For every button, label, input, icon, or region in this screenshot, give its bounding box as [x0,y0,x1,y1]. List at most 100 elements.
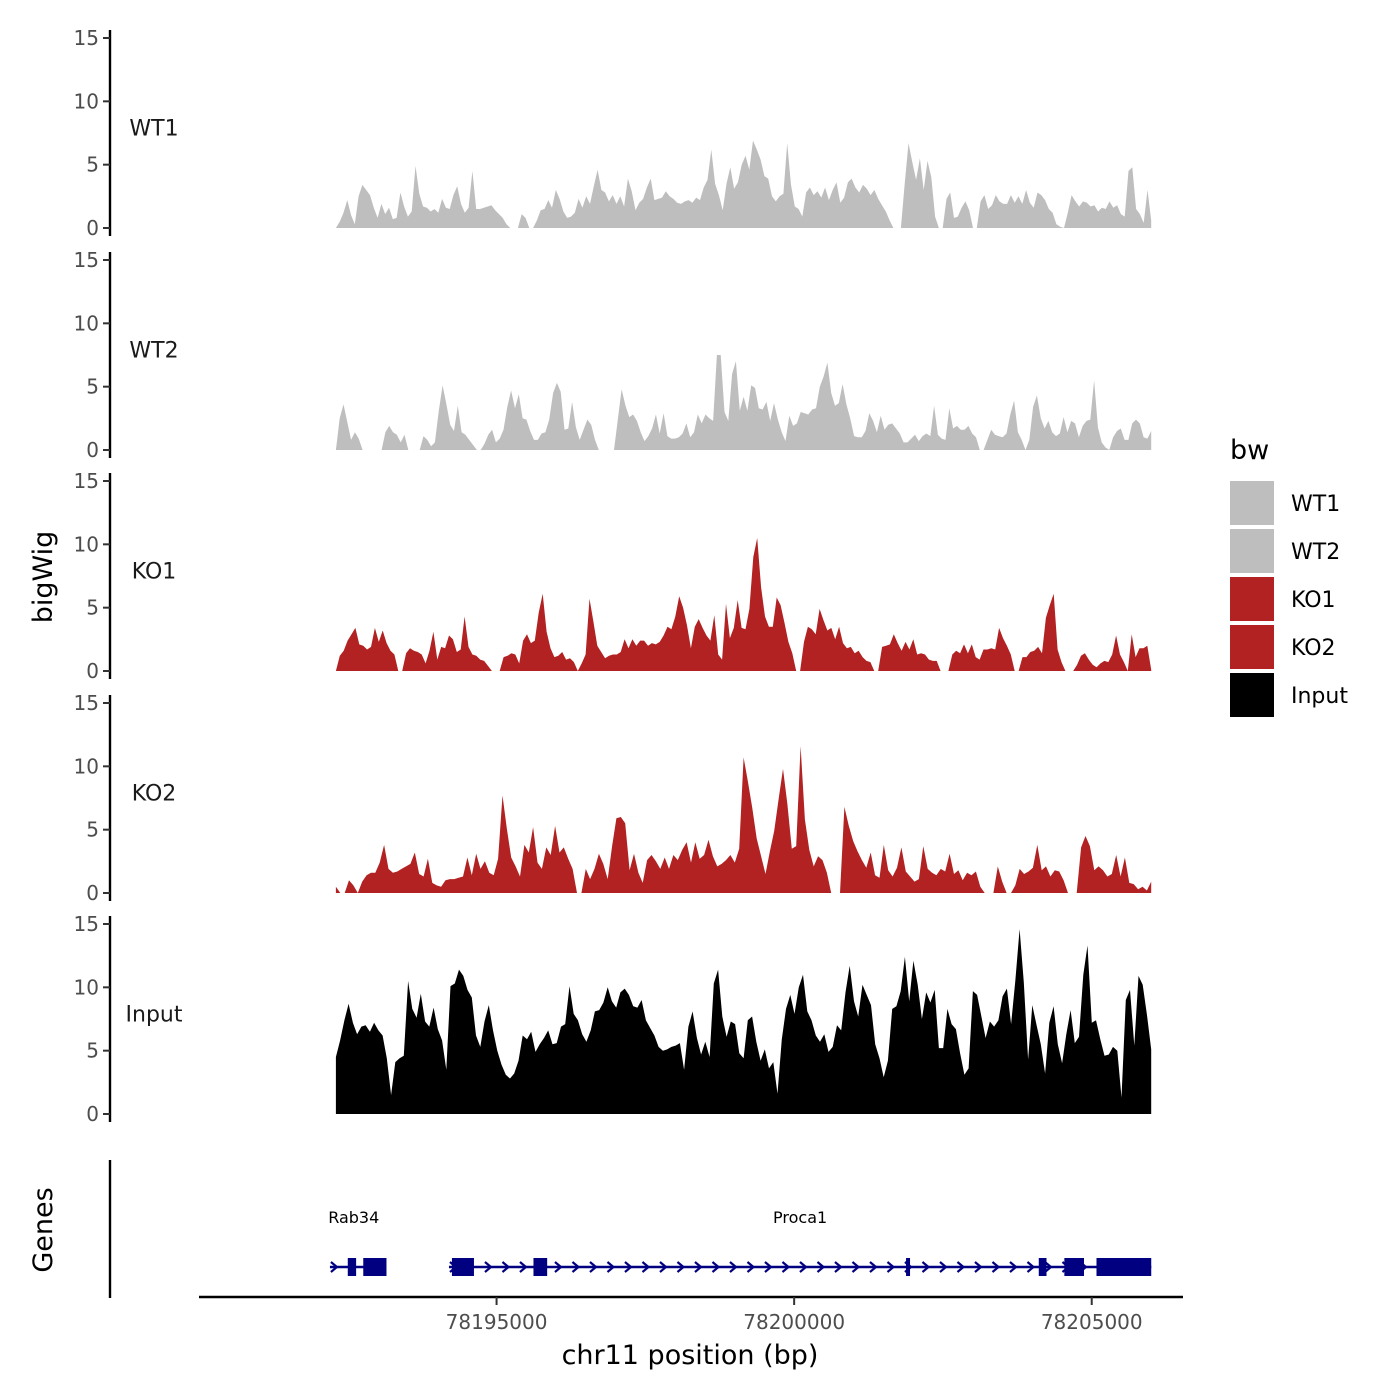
x-axis-title: chr11 position (bp) [562,1340,819,1371]
strand-arrow [746,1261,756,1273]
exon [363,1258,387,1276]
coverage-area-ko2 [335,746,1152,893]
x-axis-ticks: 78195000 78200000 78205000 [446,1297,1143,1334]
legend-swatch [1228,623,1276,671]
y-tick-label: 0 [86,438,99,462]
strand-arrow [676,1261,686,1273]
y-axis-title: bigWig [28,531,59,624]
legend-items: WT1 WT2 KO1 KO2 Input [1228,479,1348,719]
legend-swatch [1228,527,1276,575]
x-tick-label: 78200000 [743,1310,845,1334]
strand-arrow [991,1261,1001,1273]
track-label-ko2: KO2 [132,782,177,807]
gene-rab34: Rab34 [328,1208,387,1276]
y-tick-label: 15 [74,248,99,272]
strand-arrow [624,1261,633,1273]
track-wt2: 0 5 10 15 WT2 [74,248,1152,462]
legend-item-ko2: KO2 [1228,623,1336,671]
y-tick-label: 5 [86,818,99,842]
strand-arrow [1026,1261,1036,1273]
track-ko2: 0 5 10 15 KO2 [74,691,1152,905]
y-tick-label: 15 [74,469,99,493]
legend-label: KO1 [1291,588,1336,613]
genes-layer: Rab34 Proca1 [108,1160,1152,1298]
legend-label: WT1 [1291,492,1340,517]
strand-arrow [729,1261,738,1273]
genes-axis-title: Genes [28,1187,59,1272]
strand-arrow [1044,1261,1053,1273]
gene-label-rab34: Rab34 [328,1208,379,1227]
strand-arrow [501,1261,511,1273]
track-input: 0 5 10 15 Input [74,912,1152,1126]
strand-arrow [921,1261,931,1273]
exon [1064,1258,1084,1276]
exon [533,1258,548,1276]
strand-arrow [834,1261,843,1273]
y-tick-label: 15 [74,912,99,936]
strand-arrow [554,1261,563,1273]
strand-arrow [330,1261,339,1273]
strand-arrow [484,1261,493,1273]
strand-arrow [956,1261,966,1273]
legend: bw WT1 WT2 KO1 KO2 Input [1228,435,1348,719]
strand-arrow [659,1261,668,1273]
legend-item-wt1: WT1 [1228,479,1340,527]
y-tick-label: 10 [74,311,99,335]
strand-arrow [589,1261,598,1273]
y-tick-label: 0 [86,1102,99,1126]
coverage-area-input [335,929,1152,1114]
strand-arrow [799,1261,808,1273]
legend-item-wt2: WT2 [1228,527,1340,575]
legend-swatch [1228,479,1276,527]
strand-arrow [764,1261,773,1273]
legend-item-input: Input [1228,671,1348,719]
strand-arrow [1009,1261,1018,1273]
y-tick-label: 10 [74,754,99,778]
strand-arrow [869,1261,878,1273]
exon [1038,1258,1047,1276]
legend-label: KO2 [1291,636,1336,661]
legend-item-ko1: KO1 [1228,575,1336,623]
strand-arrow [816,1261,826,1273]
gene-proca1: Proca1 [448,1208,1152,1276]
x-tick-label: 78195000 [446,1310,548,1334]
track-label-wt2: WT2 [129,339,178,364]
track-label-ko1: KO1 [132,560,177,585]
tracks-layer: 0 5 10 15 WT1 0 5 10 15 WT2 0 5 10 15 KO1 0 5 10 15 KO2 0 5 10… [74,26,1152,1126]
y-tick-label: 5 [86,1039,99,1063]
strand-arrow [641,1261,651,1273]
y-tick-label: 10 [74,532,99,556]
track-ko1: 0 5 10 15 KO1 [74,469,1152,683]
y-tick-label: 0 [86,659,99,683]
y-tick-label: 10 [74,975,99,999]
strand-arrow [939,1261,948,1273]
exon [451,1258,474,1276]
strand-arrow [571,1261,581,1273]
x-tick-label: 78205000 [1041,1310,1143,1334]
coverage-area-ko1 [335,538,1152,671]
strand-arrow [974,1261,983,1273]
track-label-input: Input [126,1003,183,1028]
strand-arrow [851,1261,861,1273]
legend-label: WT2 [1291,540,1340,565]
coverage-area-wt1 [335,140,1152,228]
y-tick-label: 10 [74,89,99,113]
legend-swatch [1228,575,1276,623]
coverage-area-wt2 [335,355,1152,450]
y-tick-label: 0 [86,881,99,905]
exon [906,1258,911,1276]
legend-swatch [1228,671,1276,719]
strand-arrow [781,1261,791,1273]
track-label-wt1: WT1 [129,117,178,142]
y-tick-label: 15 [74,691,99,715]
legend-title: bw [1230,435,1269,466]
gene-label-proca1: Proca1 [773,1208,827,1227]
exon [347,1258,357,1276]
y-tick-label: 15 [74,26,99,50]
y-tick-label: 0 [86,216,99,240]
exon [1096,1258,1152,1276]
strand-arrow [694,1261,703,1273]
legend-label: Input [1291,684,1348,709]
y-tick-label: 5 [86,153,99,177]
